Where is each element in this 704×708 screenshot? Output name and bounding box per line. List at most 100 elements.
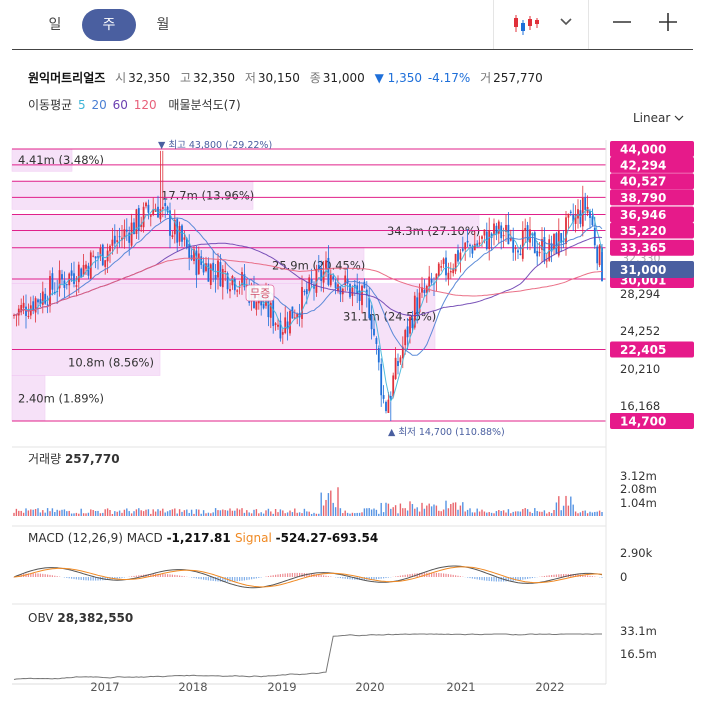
macd-histogram-bar <box>563 574 565 577</box>
change-value: ▼ 1,350 <box>374 71 423 85</box>
volume-bar <box>145 509 147 516</box>
candle-body <box>80 268 83 278</box>
time-axis-tick: 2018 <box>178 680 207 694</box>
volume-bar <box>502 510 505 516</box>
macd-signal-value: -524.27 <box>276 531 327 545</box>
candle-body <box>20 304 23 313</box>
tab-week[interactable]: 주 <box>82 9 136 41</box>
candle-body <box>442 258 445 265</box>
obv-axis-tick: 33.1m <box>620 624 657 638</box>
high-value: 32,350 <box>193 71 236 85</box>
moving-average-label: 이동평균 <box>28 98 73 112</box>
time-axis-tick: 2020 <box>355 680 384 694</box>
volume-bar <box>493 513 495 516</box>
candle-body <box>315 268 318 293</box>
candle-body <box>421 287 423 293</box>
volume-bar <box>121 512 123 516</box>
candle-body <box>202 264 205 273</box>
volume-bar <box>541 511 543 516</box>
candle-body <box>209 264 212 286</box>
minus-icon[interactable] <box>610 10 634 34</box>
candle-body <box>169 210 171 236</box>
candle-body <box>569 211 572 213</box>
volume-bar <box>166 511 169 516</box>
chevron-down-icon[interactable] <box>556 12 576 32</box>
candle-body <box>226 273 229 290</box>
macd-histogram-bar <box>383 577 385 579</box>
volume-bar <box>25 508 27 516</box>
macd-histogram-bar <box>296 572 298 577</box>
volume-bar <box>486 512 488 516</box>
candle-body <box>392 375 395 397</box>
macd-histogram-bar <box>419 573 421 577</box>
candle-body <box>53 291 56 294</box>
candle-body <box>413 295 416 328</box>
volume-bar <box>186 509 188 516</box>
volume-bar <box>517 511 519 516</box>
volume-profile-label: 2.40m (1.89%) <box>18 391 104 405</box>
price-level-tag <box>610 222 694 239</box>
candle-body <box>197 253 200 275</box>
candle-body <box>262 303 265 309</box>
candle-body <box>536 250 539 257</box>
volume-bar <box>426 505 428 516</box>
scale-selector[interactable]: Linear <box>633 111 684 125</box>
low-value: 30,150 <box>257 71 300 85</box>
candle-body <box>543 237 546 262</box>
volume-bar <box>114 511 116 516</box>
macd-histogram-bar <box>342 577 344 579</box>
macd-histogram-bar <box>402 575 404 577</box>
volume-bar <box>368 508 370 516</box>
macd-histogram-bar <box>428 572 430 577</box>
macd-histogram-bar <box>179 575 181 577</box>
macd-histogram-bar <box>500 577 502 582</box>
macd-histogram-bar <box>409 574 411 577</box>
volume-axis-tick: 2.08m <box>620 482 657 496</box>
candle-body <box>289 310 291 334</box>
volume-bar <box>123 509 126 516</box>
volume-bar <box>171 509 174 516</box>
candle-body <box>125 229 128 232</box>
candle-body <box>221 268 224 288</box>
macd-histogram-bar <box>104 577 106 581</box>
candle-body <box>577 209 579 219</box>
candle-body <box>363 281 366 288</box>
volume-bar <box>342 513 344 516</box>
candlestick-icon[interactable] <box>512 12 540 36</box>
macd-signal-line <box>13 566 603 588</box>
macd-histogram-bar <box>222 577 224 582</box>
indicator-legend[interactable]: 이동평균 5 20 60 120 매물분석도(7) <box>28 96 243 113</box>
volume-bar <box>214 508 217 516</box>
candle-body <box>25 306 27 316</box>
macd-histogram-bar <box>114 577 116 579</box>
candle-body <box>113 235 116 244</box>
candle-body <box>193 249 195 262</box>
macd-histogram-bar <box>522 577 524 580</box>
candle-body <box>500 225 503 239</box>
volume-profile-label: 10.8m (8.56%) <box>68 355 154 369</box>
macd-histogram-bar <box>195 577 197 579</box>
candle-body <box>385 401 387 412</box>
candle-body <box>87 265 90 276</box>
volume-bar <box>224 510 226 516</box>
plus-icon[interactable] <box>656 10 680 34</box>
price-level-tag-label: 33,365 <box>620 241 666 255</box>
tab-day[interactable]: 일 <box>48 17 62 33</box>
tab-month[interactable]: 월 <box>156 17 170 33</box>
macd-histogram-bar <box>162 573 164 577</box>
price-level-tag <box>610 156 694 173</box>
macd-histogram-bar <box>277 574 279 577</box>
candle-body <box>454 254 457 272</box>
macd-histogram-bar <box>325 575 327 577</box>
volume-bar <box>22 512 25 516</box>
macd-histogram-bar <box>378 577 380 579</box>
macd-histogram-bar <box>469 577 471 579</box>
volume-bar <box>354 513 356 516</box>
candle-body <box>394 357 397 379</box>
macd-histogram-bar <box>97 577 99 581</box>
volume-bar <box>562 505 565 516</box>
macd-signal-label: Signal <box>235 531 276 545</box>
candle-body <box>373 328 375 336</box>
